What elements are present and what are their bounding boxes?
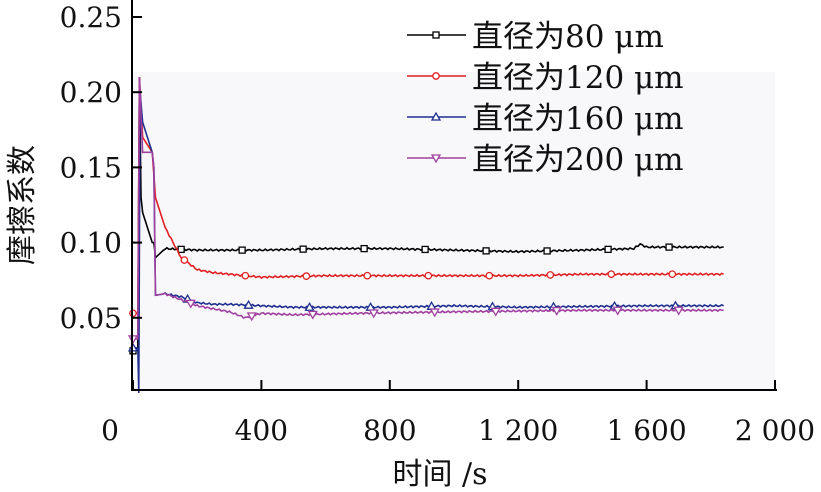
- x-axis-label: 时间 /s: [392, 457, 487, 492]
- series-3: [127, 77, 724, 345]
- data-point: [421, 245, 429, 254]
- data-point: [612, 306, 623, 316]
- data-point: [432, 72, 440, 80]
- legend-item: 直径为80 μm: [407, 19, 664, 55]
- data-point: [607, 270, 616, 279]
- data-point: [543, 247, 551, 255]
- data-point: [430, 111, 442, 121]
- y-tick-label: 0.05: [60, 302, 122, 335]
- data-point: [180, 256, 189, 264]
- y-tick-label: 0.10: [60, 227, 122, 260]
- series-2: [127, 92, 724, 394]
- data-point: [177, 245, 185, 254]
- data-point: [432, 31, 440, 39]
- data-point: [360, 244, 368, 253]
- data-point: [363, 271, 372, 280]
- data-point: [546, 271, 555, 279]
- series-line: [133, 77, 724, 340]
- x-tick-label: 0: [101, 414, 119, 447]
- x-tick-label: 800: [363, 414, 416, 447]
- legend-item: 直径为200 μm: [407, 142, 684, 178]
- data-point: [429, 308, 440, 318]
- data-point: [238, 246, 246, 254]
- data-point: [668, 270, 677, 279]
- legend-label: 直径为120 μm: [472, 60, 684, 96]
- data-point: [368, 309, 379, 319]
- data-point: [490, 307, 501, 317]
- data-point: [243, 299, 254, 309]
- legend-label: 直径为200 μm: [472, 142, 684, 178]
- x-tick-label: 2 000: [735, 414, 815, 447]
- y-tick-label: 0.20: [60, 76, 122, 109]
- data-point: [551, 306, 562, 316]
- legend: 直径为80 μm 直径为120 μm 直径为160 μm 直径为200 μm: [407, 19, 684, 178]
- y-axis-label: 摩擦系数: [5, 145, 40, 265]
- data-point: [302, 272, 311, 280]
- data-point: [482, 247, 490, 255]
- data-point: [665, 243, 673, 251]
- y-tick-label: 0.25: [60, 1, 122, 34]
- plot-background: [133, 72, 775, 390]
- data-point: [430, 154, 442, 164]
- data-point: [604, 245, 612, 254]
- x-tick-label: 400: [235, 414, 288, 447]
- data-point: [185, 299, 196, 309]
- x-tick-label: 1 200: [478, 414, 558, 447]
- data-point: [673, 306, 684, 316]
- legend-label: 直径为80 μm: [472, 19, 664, 55]
- data-point: [424, 271, 433, 280]
- data-point: [241, 271, 250, 280]
- legend-item: 直径为160 μm: [407, 101, 684, 137]
- data-point: [246, 312, 257, 322]
- data-point: [307, 310, 318, 320]
- y-tick-label: 0.15: [60, 151, 122, 184]
- legend-label: 直径为160 μm: [472, 101, 684, 137]
- data-point: [299, 245, 307, 253]
- data-point: [485, 271, 494, 280]
- data-point: [304, 301, 315, 311]
- x-tick-label: 1 600: [607, 414, 687, 447]
- legend-item: 直径为120 μm: [407, 60, 684, 96]
